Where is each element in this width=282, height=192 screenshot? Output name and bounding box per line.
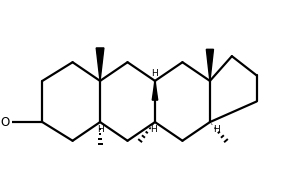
Text: H: H <box>152 69 158 78</box>
Text: H: H <box>150 125 157 134</box>
Polygon shape <box>96 48 104 81</box>
Text: H: H <box>97 125 103 134</box>
Text: O: O <box>0 116 9 129</box>
Text: H: H <box>213 125 220 134</box>
Polygon shape <box>206 49 213 81</box>
Polygon shape <box>152 81 158 100</box>
